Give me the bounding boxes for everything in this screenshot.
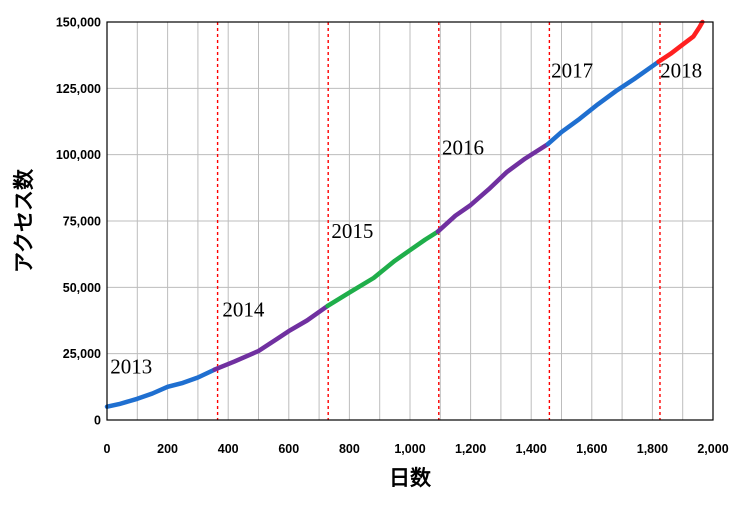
x-tick-labels: 0 200 400 600 800 1,000 1,200 1,400 1,600 1,800 2,… (104, 442, 729, 456)
y-tick-label: 0 (94, 414, 101, 428)
plot-frame (106, 21, 714, 421)
y-tick-label: 125,000 (56, 82, 101, 96)
year-label-2016: 2016 (442, 136, 484, 160)
series-line-2018 (656, 19, 705, 65)
x-tick-label: 400 (218, 442, 239, 456)
year-labels: 2013 2014 2015 2016 2017 2018 (110, 59, 702, 379)
y-tick-label: 100,000 (56, 148, 101, 162)
year-label-2014: 2014 (222, 298, 265, 322)
series-line-2017 (545, 59, 661, 147)
year-label-2017: 2017 (551, 59, 593, 83)
series-line-2015 (325, 229, 441, 309)
y-tick-labels: 0 25,000 50,000 75,000 100,000 125,000 150,000 (56, 16, 101, 428)
year-label-2018: 2018 (660, 59, 702, 83)
x-tick-label: 200 (157, 442, 178, 456)
series-lines (104, 19, 705, 409)
series-line-2014 (212, 303, 330, 372)
x-tick-label: 1,800 (637, 442, 668, 456)
series-line-2016 (435, 141, 551, 234)
y-tick-label: 50,000 (63, 281, 101, 295)
year-label-2015: 2015 (331, 219, 373, 243)
x-tick-label: 1,400 (516, 442, 547, 456)
y-tick-label: 75,000 (63, 215, 101, 229)
x-tick-label: 1,600 (576, 442, 607, 456)
y-tick-label: 150,000 (56, 16, 101, 30)
grid-lines (107, 22, 713, 420)
x-tick-label: 0 (104, 442, 111, 456)
x-tick-label: 2,000 (697, 442, 728, 456)
year-label-2013: 2013 (110, 355, 152, 379)
x-axis-title: 日数 (389, 466, 432, 490)
x-tick-label: 600 (278, 442, 299, 456)
x-tick-label: 1,000 (394, 442, 425, 456)
x-tick-label: 800 (339, 442, 360, 456)
series-line-2013 (104, 367, 217, 409)
y-axis-title: アクセス数 (12, 168, 36, 273)
x-tick-label: 1,200 (455, 442, 486, 456)
year-boundaries (216, 22, 661, 420)
y-tick-label: 25,000 (63, 347, 101, 361)
